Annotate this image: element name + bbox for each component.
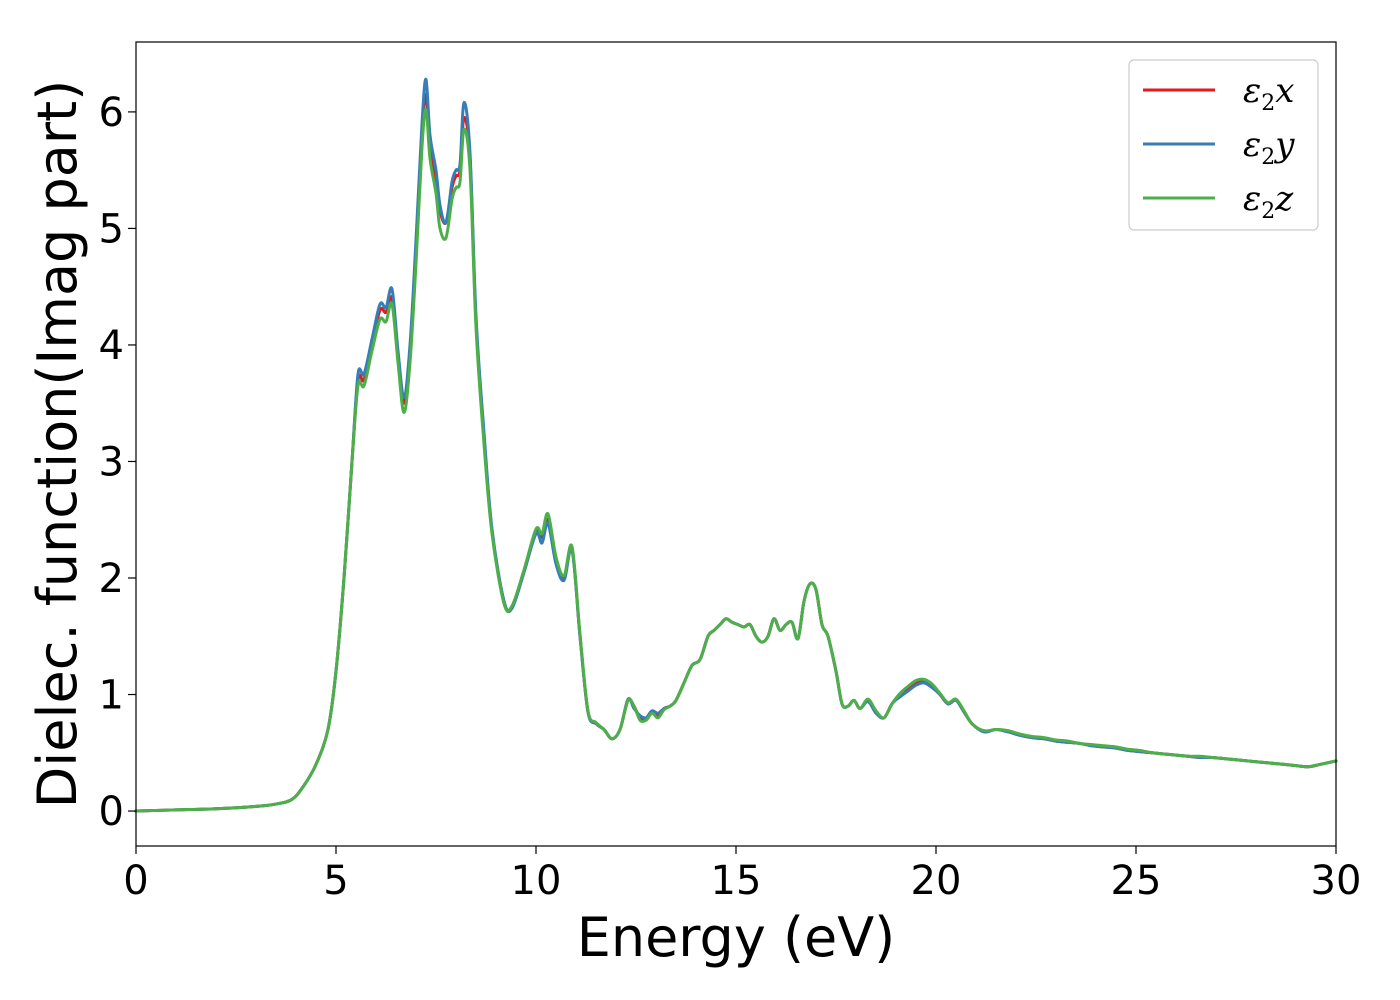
legend: ε2x ε2y ε2z	[1128, 59, 1319, 231]
y-tick-label: 1	[99, 673, 124, 719]
y-tick-label: 6	[99, 90, 124, 136]
legend-label-z: ε2z	[1243, 179, 1294, 224]
series-line-z	[134, 108, 1338, 813]
legend-label-x: ε2x	[1243, 71, 1294, 116]
y-tick-label: 5	[99, 206, 124, 252]
y-axis-label: Dielec. function(Imag part)	[26, 80, 89, 809]
x-tick-label: 0	[123, 858, 148, 904]
x-axis-label: Energy (eV)	[577, 906, 896, 969]
y-tick-label: 0	[99, 789, 124, 835]
series-layer	[134, 77, 1338, 813]
x-tick-label: 30	[1311, 858, 1362, 904]
x-tick-label: 5	[323, 858, 348, 904]
legend-box	[1128, 59, 1319, 231]
legend-label-y: ε2y	[1243, 125, 1295, 170]
y-tick-label: 2	[99, 556, 124, 602]
y-axis-ticks: 0 1 2 3 4 5 6	[99, 90, 136, 835]
y-tick-label: 4	[99, 323, 124, 369]
x-tick-label: 25	[1111, 858, 1162, 904]
x-axis-ticks: 0 5 10 15 20 25 30	[123, 846, 1361, 904]
x-tick-label: 20	[911, 858, 962, 904]
x-tick-label: 15	[711, 858, 762, 904]
x-tick-label: 10	[511, 858, 562, 904]
y-tick-label: 3	[99, 439, 124, 485]
